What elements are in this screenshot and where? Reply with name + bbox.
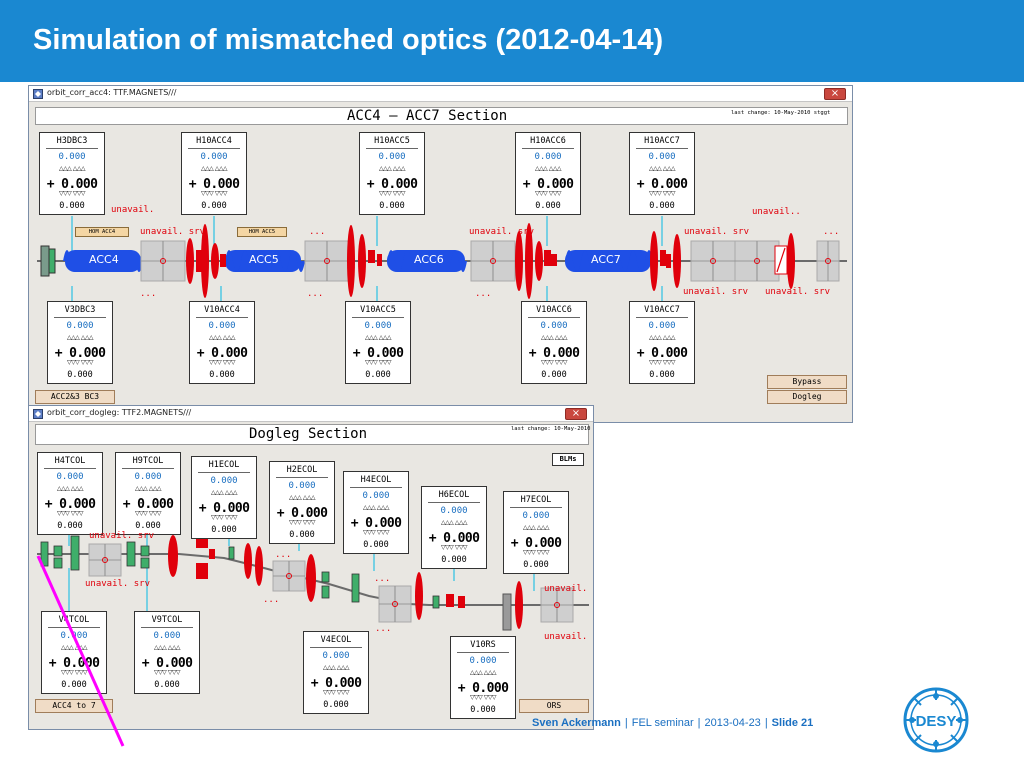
status-dots: ... (140, 289, 157, 299)
window-titlebar[interactable]: orbit_corr_acc4: TTF.MAGNETS/// × (29, 86, 852, 102)
cavity-acc6 (387, 250, 467, 272)
section-title: ACC4 – ACC7 Section (347, 108, 508, 124)
magnet-box-h10acc6[interactable]: H10ACC6 0.000 △△△ △△△ + 0.000 ▽▽▽ ▽▽▽ 0.… (515, 132, 581, 215)
cavity-label-acc5: ACC5 (249, 253, 279, 266)
hom-acc4-tag[interactable]: HOM ACC4 (75, 227, 129, 237)
magnet-box-h6ecol[interactable]: H6ECOL 0.000 △△△ △△△ + 0.000 ▽▽▽ ▽▽▽ 0.0… (421, 486, 487, 569)
status-dots: ... (263, 595, 280, 605)
cavity-acc7 (565, 250, 653, 272)
window-app-icon (33, 409, 43, 419)
section-header (35, 107, 848, 125)
cavity-label-acc7: ACC7 (591, 253, 621, 266)
status-dots: ... (475, 289, 492, 299)
window-dogleg: orbit_corr_dogleg: TTF2.MAGNETS/// × Dog… (28, 405, 594, 730)
status-unavail-dots: unavail.. (752, 207, 801, 217)
magnet-box-h7ecol[interactable]: H7ECOL 0.000 △△△ △△△ + 0.000 ▽▽▽ ▽▽▽ 0.0… (503, 491, 569, 574)
status-dots: ... (823, 227, 840, 237)
magnet-box-v4tcol[interactable]: V4TCOL 0.000 △△△ △△△ + 0.000 ▽▽▽ ▽▽▽ 0.0… (41, 611, 107, 694)
magnet-box-h2ecol[interactable]: H2ECOL 0.000 △△△ △△△ + 0.000 ▽▽▽ ▽▽▽ 0.0… (269, 461, 335, 544)
beamline-dogleg (37, 522, 589, 631)
close-icon[interactable]: × (565, 408, 587, 420)
magnet-box-h3dbc3[interactable]: H3DBC3 0.000 △△△ △△△ + 0.000 ▽▽▽ ▽▽▽ 0.0… (39, 132, 105, 215)
status-unavail-srv: unavail. srv (89, 531, 155, 541)
magnet-box-h10acc7[interactable]: H10ACC7 0.000 △△△ △△△ + 0.000 ▽▽▽ ▽▽▽ 0.… (629, 132, 695, 215)
acc4-to-7-button[interactable]: ACC4 to 7 (35, 699, 113, 713)
magnet-box-v3dbc3[interactable]: V3DBC3 0.000 △△△ △△△ + 0.000 ▽▽▽ ▽▽▽ 0.0… (47, 301, 113, 384)
last-change: last change: 10-May-2010 (511, 426, 591, 432)
footer-date: 2013-04-23 (704, 717, 761, 729)
status-dots: ... (275, 550, 292, 560)
window-titlebar[interactable]: orbit_corr_dogleg: TTF2.MAGNETS/// × (29, 406, 593, 422)
status-dots: ... (374, 574, 391, 584)
status-unavail: unavail. (111, 205, 155, 215)
last-change: last change: 10-May-2010 stggt (731, 110, 831, 116)
magnet-box-v4ecol[interactable]: V4ECOL 0.000 △△△ △△△ + 0.000 ▽▽▽ ▽▽▽ 0.0… (303, 631, 369, 714)
window-title: orbit_corr_acc4: TTF.MAGNETS/// (47, 88, 177, 97)
window-app-icon (33, 89, 43, 99)
status-unavail-srv: unavail. srv (765, 287, 831, 297)
status-dots: ... (375, 624, 392, 634)
dogleg-button[interactable]: Dogleg (767, 390, 847, 404)
desy-logo: DESY (903, 687, 969, 753)
logo-text: DESY (916, 713, 957, 730)
bypass-button[interactable]: Bypass (767, 375, 847, 389)
window-acc4-acc7: orbit_corr_acc4: TTF.MAGNETS/// × ACC4 –… (28, 85, 853, 423)
status-unavail: unavail. (544, 584, 588, 594)
magnet-box-v10rs[interactable]: V10RS 0.000 △△△ △△△ + 0.000 ▽▽▽ ▽▽▽ 0.00… (450, 636, 516, 719)
footer: Sven Ackermann | FEL seminar | 2013-04-23 | Sl… (532, 717, 814, 729)
slide-title: Simulation of mismatched optics (2012-04… (33, 24, 664, 56)
status-dots: ... (307, 289, 324, 299)
acc23-bc3-button[interactable]: ACC2&3 BC3 (35, 390, 115, 404)
magnet-box-h4ecol[interactable]: H4ECOL 0.000 △△△ △△△ + 0.000 ▽▽▽ ▽▽▽ 0.0… (343, 471, 409, 554)
footer-slide: Slide 21 (771, 717, 814, 729)
magnet-box-h10acc4[interactable]: H10ACC4 0.000 △△△ △△△ + 0.000 ▽▽▽ ▽▽▽ 0.… (181, 132, 247, 215)
footer-event: FEL seminar (631, 717, 694, 729)
status-unavail-srv: unavail. srv (683, 287, 749, 297)
magnet-box-h9tcol[interactable]: H9TCOL 0.000 △△△ △△△ + 0.000 ▽▽▽ ▽▽▽ 0.0… (115, 452, 181, 535)
magnet-box-v9tcol[interactable]: V9TCOL 0.000 △△△ △△△ + 0.000 ▽▽▽ ▽▽▽ 0.0… (134, 611, 200, 694)
status-unavail-srv: unavail. srv (469, 227, 535, 237)
status-dots: ... (309, 227, 326, 237)
cavity-label-acc4: ACC4 (89, 253, 119, 266)
status-unavail: unavail. (544, 632, 588, 642)
beamline-acc4-acc7 (37, 216, 847, 301)
magnet-box-v10acc4[interactable]: V10ACC4 0.000 △△△ △△△ + 0.000 ▽▽▽ ▽▽▽ 0.… (189, 301, 255, 384)
magnet-box-v10acc7[interactable]: V10ACC7 0.000 △△△ △△△ + 0.000 ▽▽▽ ▽▽▽ 0.… (629, 301, 695, 384)
section-header (35, 424, 589, 445)
ors-button[interactable]: ORS (519, 699, 589, 713)
window-title: orbit_corr_dogleg: TTF2.MAGNETS/// (47, 408, 192, 417)
cavity-label-acc6: ACC6 (414, 253, 444, 266)
cavity-acc5 (225, 250, 305, 272)
status-unavail-srv: unavail. srv (85, 579, 151, 589)
hom-acc5-tag[interactable]: HOM ACC5 (237, 227, 287, 237)
status-unavail-srv: unavail. srv (140, 227, 206, 237)
magnet-box-h10acc5[interactable]: H10ACC5 0.000 △△△ △△△ + 0.000 ▽▽▽ ▽▽▽ 0.… (359, 132, 425, 215)
magnet-box-v10acc5[interactable]: V10ACC5 0.000 △△△ △△△ + 0.000 ▽▽▽ ▽▽▽ 0.… (345, 301, 411, 384)
status-unavail-srv: unavail. srv (684, 227, 750, 237)
magnet-box-v10acc6[interactable]: V10ACC6 0.000 △△△ △△△ + 0.000 ▽▽▽ ▽▽▽ 0.… (521, 301, 587, 384)
close-icon[interactable]: × (824, 88, 846, 100)
blms-button[interactable]: BLMs (552, 453, 584, 466)
magnet-box-h4tcol[interactable]: H4TCOL 0.000 △△△ △△△ + 0.000 ▽▽▽ ▽▽▽ 0.0… (37, 452, 103, 535)
cavity-acc4 (63, 250, 159, 272)
footer-author: Sven Ackermann (532, 717, 621, 729)
section-title: Dogleg Section (249, 426, 368, 442)
slide-header (0, 0, 1024, 82)
magnet-box-h1ecol[interactable]: H1ECOL 0.000 △△△ △△△ + 0.000 ▽▽▽ ▽▽▽ 0.0… (191, 456, 257, 539)
